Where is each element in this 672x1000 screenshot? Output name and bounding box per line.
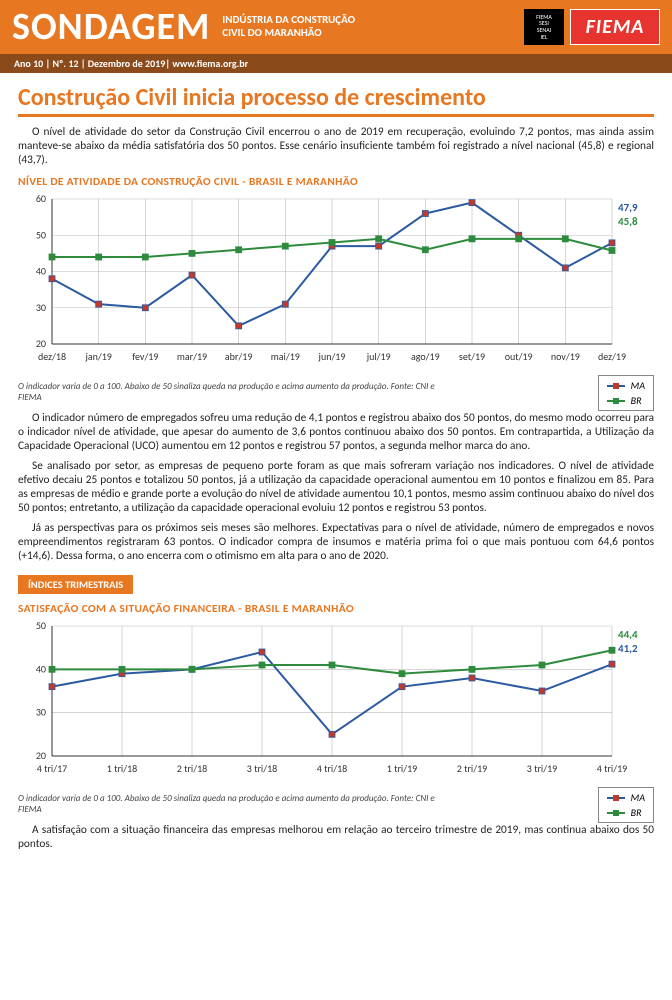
header-band: SONDAGEM INDÚSTRIA DA CONSTRUÇÃO CIVIL D…: [0, 0, 672, 54]
svg-text:30: 30: [36, 301, 46, 314]
svg-text:ago/19: ago/19: [411, 350, 440, 363]
svg-text:set/19: set/19: [459, 350, 485, 363]
svg-text:dez/19: dez/19: [598, 350, 626, 363]
section-indices-trimestrais: ÍNDICES TRIMESTRAIS: [18, 575, 133, 594]
svg-text:41,2: 41,2: [618, 642, 638, 655]
chart1: 20 30 40 50 60 dez/18 jan/19 fev/19 mar/19 abr/19…: [18, 191, 654, 366]
logo-left-icon: FIEMA SESI SENAI IEL: [524, 9, 564, 45]
paragraph-4: Já as perspectivas para os próximos seis…: [18, 521, 654, 563]
chart2-legend: MA BR: [598, 787, 654, 823]
svg-text:4 tri/19: 4 tri/19: [597, 762, 627, 775]
chart2-title: SATISFAÇÃO COM A SITUAÇÃO FINANCEIRA - B…: [18, 602, 654, 616]
legend-swatch-br: [607, 400, 625, 402]
svg-text:20: 20: [36, 749, 46, 762]
paragraph-3: Se analisado por setor, as empresas de p…: [18, 459, 654, 515]
chart1-title: NÍVEL DE ATIVIDADE DA CONSTRUÇÃO CIVIL -…: [18, 175, 654, 189]
svg-text:47,9: 47,9: [618, 201, 638, 214]
legend-row-br-2: BR: [607, 806, 645, 819]
svg-text:2 tri/18: 2 tri/18: [177, 762, 207, 775]
svg-text:mai/19: mai/19: [271, 350, 300, 363]
paragraph-2: O indicador número de empregados sofreu …: [18, 411, 654, 453]
svg-text:40: 40: [36, 265, 46, 278]
svg-text:fev/19: fev/19: [132, 350, 158, 363]
svg-text:jan/19: jan/19: [84, 350, 111, 363]
logo-group: FIEMA SESI SENAI IEL FIEMA: [524, 9, 660, 45]
svg-text:abr/19: abr/19: [225, 350, 253, 363]
chart2-footnote: O indicador varia de 0 a 100. Abaixo de …: [18, 794, 438, 816]
svg-text:20: 20: [36, 337, 46, 350]
svg-text:jun/19: jun/19: [318, 350, 346, 363]
logo-left-l4: IEL: [541, 34, 548, 41]
paragraph-1: O nível de atividade do setor da Constru…: [18, 125, 654, 167]
legend-row-ma-2: MA: [607, 791, 645, 804]
svg-text:60: 60: [36, 192, 46, 205]
svg-text:3 tri/19: 3 tri/19: [527, 762, 557, 775]
paragraph-5: A satisfação com a situação financeira d…: [18, 823, 654, 851]
svg-text:mar/19: mar/19: [177, 350, 207, 363]
legend-row-ma: MA: [607, 379, 645, 392]
svg-text:30: 30: [36, 706, 46, 719]
svg-text:44,4: 44,4: [618, 628, 638, 641]
subtitle-line-2: CIVIL DO MARANHÃO: [222, 27, 512, 40]
chart2-footer: O indicador varia de 0 a 100. Abaixo de …: [18, 787, 654, 823]
legend-row-br: BR: [607, 394, 645, 407]
chart1-legend: MA BR: [598, 375, 654, 411]
legend-swatch-ma: [607, 385, 625, 387]
svg-text:3 tri/18: 3 tri/18: [247, 762, 277, 775]
legend-label-br: BR: [631, 394, 642, 407]
svg-text:45,8: 45,8: [618, 215, 638, 228]
chart1-wrap: 20 30 40 50 60 dez/18 jan/19 fev/19 mar/19 abr/19…: [18, 191, 654, 371]
svg-text:4 tri/18: 4 tri/18: [317, 762, 347, 775]
chart2: 20 30 40 50 4 tri/17 1 tri/18 2 tri/18 3 tri/18…: [18, 618, 654, 778]
svg-text:out/19: out/19: [505, 350, 533, 363]
svg-text:50: 50: [36, 619, 46, 632]
svg-text:40: 40: [36, 662, 46, 675]
svg-text:4 tri/17: 4 tri/17: [37, 762, 67, 775]
svg-text:dez/18: dez/18: [38, 350, 66, 363]
chart2-wrap: 20 30 40 50 4 tri/17 1 tri/18 2 tri/18 3 tri/18…: [18, 618, 654, 783]
legend-label-ma-2: MA: [631, 791, 645, 804]
issue-bar: Ano 10 | Nº. 12 | Dezembro de 2019| www.…: [0, 54, 672, 73]
svg-text:1 tri/18: 1 tri/18: [107, 762, 137, 775]
chart1-footer: O indicador varia de 0 a 100. Abaixo de …: [18, 375, 654, 411]
svg-text:1 tri/19: 1 tri/19: [387, 762, 417, 775]
chart1-footnote: O indicador varia de 0 a 100. Abaixo de …: [18, 382, 438, 404]
headline: Construção Civil inicia processo de cres…: [18, 83, 654, 117]
legend-label-br-2: BR: [631, 806, 642, 819]
legend-swatch-br-2: [607, 812, 625, 814]
logo-right-icon: FIEMA: [570, 9, 660, 45]
svg-text:nov/19: nov/19: [551, 350, 580, 363]
svg-text:jul/19: jul/19: [366, 350, 391, 363]
masthead-title: SONDAGEM: [12, 4, 210, 50]
svg-text:50: 50: [36, 228, 46, 241]
masthead-subtitle: INDÚSTRIA DA CONSTRUÇÃO CIVIL DO MARANHÃ…: [222, 14, 512, 39]
legend-label-ma: MA: [631, 379, 645, 392]
svg-text:2 tri/19: 2 tri/19: [457, 762, 487, 775]
page: SONDAGEM INDÚSTRIA DA CONSTRUÇÃO CIVIL D…: [0, 0, 672, 869]
legend-swatch-ma-2: [607, 797, 625, 799]
content: Construção Civil inicia processo de cres…: [0, 73, 672, 869]
